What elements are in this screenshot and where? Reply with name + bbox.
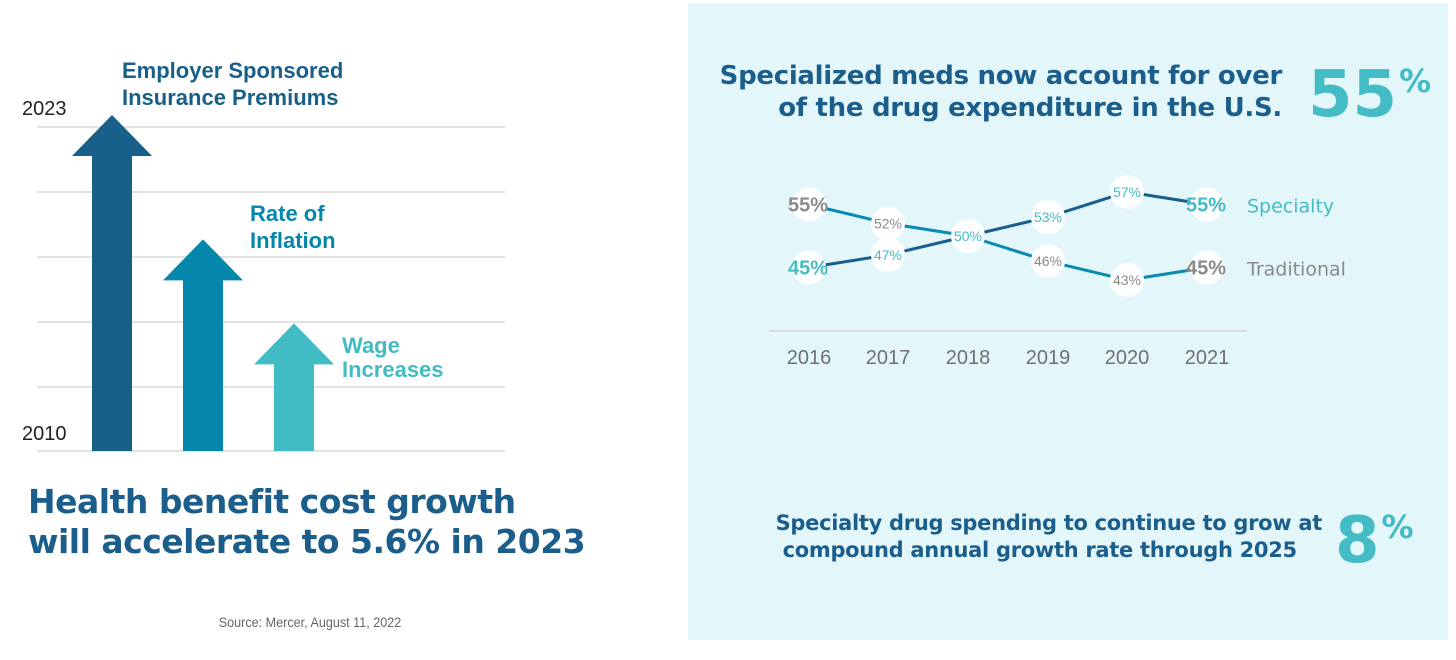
data-point-marker — [1190, 187, 1224, 222]
data-point-marker — [1031, 200, 1065, 235]
headline: Health benefit cost growth will accelera… — [28, 482, 586, 562]
x-tick-label: 2017 — [866, 347, 911, 369]
data-label: 52% — [874, 215, 902, 231]
data-label: 45% — [1186, 258, 1226, 280]
data-label: 57% — [1113, 184, 1141, 200]
axis-label-bottom: 2010 — [22, 423, 67, 445]
data-point-marker — [871, 237, 905, 272]
data-point-marker — [1031, 244, 1065, 279]
data-label: 47% — [874, 247, 902, 263]
x-tick-label: 2016 — [787, 347, 832, 369]
stat2-unit: % — [1381, 507, 1414, 546]
data-label: 50% — [954, 228, 982, 244]
specialty-vs-traditional-line-chart: 2016 2017 2018 2019 2020 2021 45% 47% 50% 53% 57% 5… — [769, 174, 1346, 369]
stat2-number: 8 — [1335, 504, 1380, 578]
x-tick-label: 2020 — [1105, 347, 1150, 369]
axis-label-top: 2023 — [22, 98, 67, 120]
arrow-label-wages: Wage Increases — [342, 334, 444, 382]
x-tick-label: 2019 — [1026, 347, 1071, 369]
specialty-drug-panel: Specialized meds now account for over of… — [688, 3, 1448, 640]
data-label: 45% — [788, 258, 828, 280]
data-point-marker — [1110, 174, 1144, 209]
stat1-text: Specialized meds now account for over of… — [719, 60, 1283, 124]
series-line-traditional — [808, 203, 1208, 282]
premium-growth-panel: 2023 2010 Employer Sponsored Insurance P… — [0, 0, 680, 660]
data-label: 43% — [1113, 272, 1141, 288]
growth-arrow-3 — [254, 323, 334, 451]
stat1-unit: % — [1399, 61, 1432, 100]
stat2-text: Specialty drug spending to continue to g… — [775, 510, 1323, 564]
data-point-marker — [792, 187, 826, 222]
data-label: 46% — [1034, 253, 1062, 269]
growth-arrow-2 — [163, 239, 243, 451]
growth-arrows-chart — [37, 115, 505, 452]
x-tick-label: 2021 — [1185, 347, 1230, 369]
legend-traditional: Traditional — [1246, 259, 1346, 281]
data-label: 55% — [1186, 195, 1226, 217]
data-point-marker — [871, 206, 905, 241]
arrow-label-premiums: Employer Sponsored Insurance Premiums — [122, 57, 343, 111]
data-label: 53% — [1034, 209, 1062, 225]
data-point-marker — [1190, 250, 1224, 285]
x-tick-label: 2018 — [946, 347, 991, 369]
data-label: 55% — [788, 195, 828, 217]
arrow-label-line: Wage — [342, 333, 400, 358]
stat1-line: Specialized meds now account for over — [719, 61, 1283, 91]
headline-line: will accelerate to 5.6% in 2023 — [28, 522, 586, 561]
data-point-marker — [951, 219, 985, 253]
stat2-line: Specialty drug spending to continue to g… — [775, 511, 1323, 535]
series-line-specialty — [808, 190, 1208, 269]
arrow-label-line: Inflation — [250, 228, 336, 253]
stat2-value: 8% — [1335, 509, 1414, 573]
arrow-label-line: Insurance Premiums — [122, 85, 339, 110]
arrow-label-line: Increases — [342, 357, 444, 382]
stat1-line: of the drug expenditure in the U.S. — [778, 93, 1282, 123]
arrow-label-line: Employer Sponsored — [122, 58, 344, 83]
data-point-marker — [1110, 263, 1144, 298]
stat1-value: 55% — [1308, 63, 1431, 127]
growth-arrow-1 — [72, 115, 152, 451]
data-point-marker — [792, 250, 826, 285]
legend-specialty: Specialty — [1247, 196, 1334, 218]
stat2-line: compound annual growth rate through 2025 — [782, 538, 1298, 562]
source-citation: Source: Mercer, August 11, 2022 — [218, 614, 402, 630]
arrow-label-inflation: Rate of Inflation — [250, 200, 336, 254]
headline-line: Health benefit cost growth — [28, 482, 516, 521]
stat1-number: 55 — [1308, 58, 1398, 132]
arrow-label-line: Rate of — [250, 201, 325, 226]
